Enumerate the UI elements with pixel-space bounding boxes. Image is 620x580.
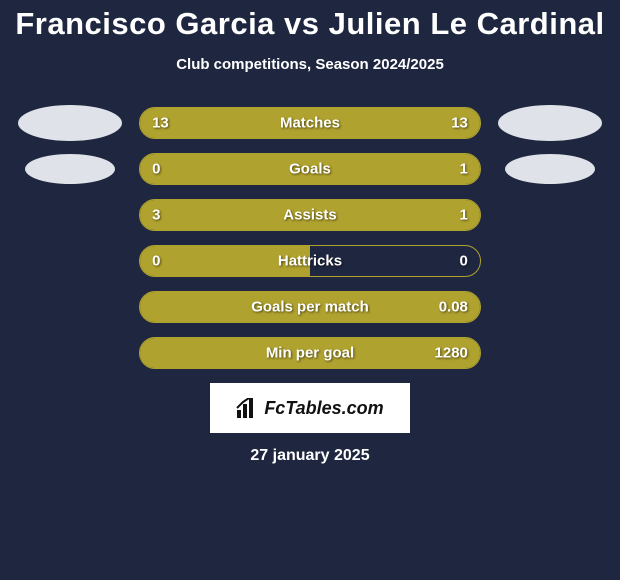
source-badge: FcTables.com (210, 383, 410, 433)
stat-label: Goals (289, 161, 331, 178)
stat-value-right: 1 (460, 207, 468, 224)
stat-value-right: 13 (451, 115, 468, 132)
stat-bar: Goals per match 0.08 (139, 291, 481, 323)
stat-value-left: 0 (152, 161, 160, 178)
stat-value-right: 0.08 (439, 299, 468, 316)
stat-label: Assists (283, 207, 336, 224)
stat-value-right: 1280 (435, 345, 468, 362)
stat-row: 3 Assists 1 (0, 199, 620, 231)
stat-bar: 13 Matches 13 (139, 107, 481, 139)
stat-row: 0 Hattricks 0 (0, 245, 620, 277)
stats-list: 13Matches130Goals13Assists10Hattricks0Go… (0, 107, 620, 369)
stat-row: 0 Goals 1 (0, 153, 620, 185)
player-avatar-left (18, 105, 122, 141)
stat-row: 13 Matches 13 (0, 107, 620, 139)
stat-bar: Min per goal 1280 (139, 337, 481, 369)
player-avatar-right (505, 154, 595, 184)
bar-fill-left (140, 154, 208, 184)
stat-value-left: 0 (152, 253, 160, 270)
player-avatar-right (498, 105, 602, 141)
comparison-card: Francisco Garcia vs Julien Le Cardinal C… (0, 0, 620, 465)
page-title: Francisco Garcia vs Julien Le Cardinal (0, 6, 620, 42)
avatar-slot-left (0, 105, 139, 141)
stat-value-left: 13 (152, 115, 169, 132)
player-avatar-left (25, 154, 115, 184)
avatar-slot-right (481, 154, 620, 184)
stat-bar: 3 Assists 1 (139, 199, 481, 231)
source-label: FcTables.com (264, 398, 383, 419)
bar-fill-right (208, 154, 480, 184)
stat-row: Min per goal 1280 (0, 337, 620, 369)
stat-label: Min per goal (266, 345, 354, 362)
stat-value-left: 3 (152, 207, 160, 224)
stat-label: Goals per match (251, 299, 369, 316)
avatar-slot-left (0, 154, 139, 184)
stat-bar: 0 Hattricks 0 (139, 245, 481, 277)
stat-label: Matches (280, 115, 340, 132)
stat-value-right: 0 (460, 253, 468, 270)
bar-fill-left (140, 200, 395, 230)
bars-icon (236, 398, 258, 418)
stat-bar: 0 Goals 1 (139, 153, 481, 185)
stat-label: Hattricks (278, 253, 342, 270)
subtitle: Club competitions, Season 2024/2025 (0, 56, 620, 73)
snapshot-date: 27 january 2025 (0, 447, 620, 465)
stat-row: Goals per match 0.08 (0, 291, 620, 323)
avatar-slot-right (481, 105, 620, 141)
stat-value-right: 1 (460, 161, 468, 178)
